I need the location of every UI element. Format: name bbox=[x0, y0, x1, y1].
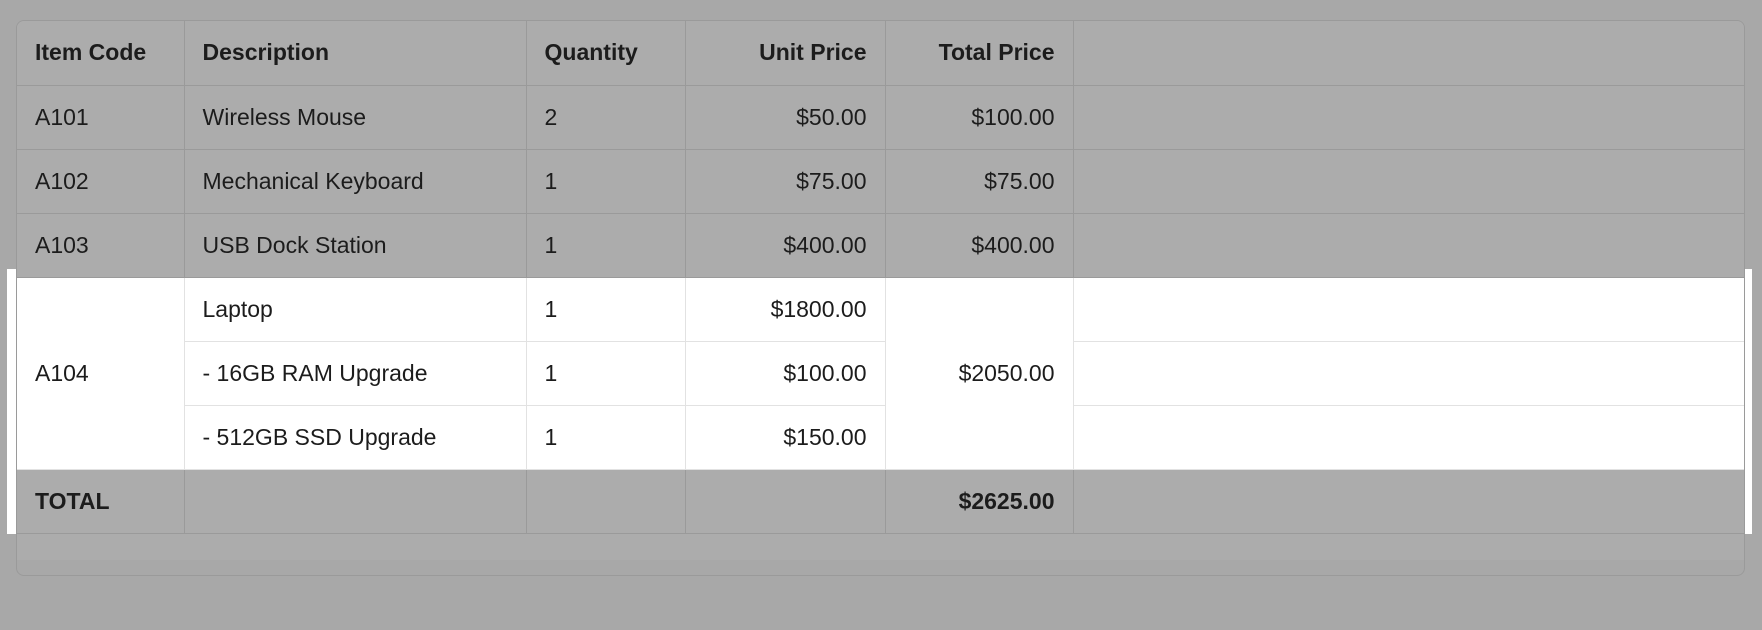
cell-total-price: $400.00 bbox=[884, 212, 1074, 278]
table-bottom-strip bbox=[17, 533, 1744, 560]
cell-item-code: A104 bbox=[17, 276, 185, 470]
cell-spacer bbox=[1072, 148, 1744, 214]
cell-quantity: 1 bbox=[525, 148, 686, 214]
column-header-total-price[interactable]: Total Price bbox=[884, 21, 1074, 86]
cell-description: Wireless Mouse bbox=[183, 84, 527, 150]
cell-description: - 16GB RAM Upgrade bbox=[184, 340, 527, 406]
cell-spacer bbox=[1072, 84, 1744, 150]
cell-unit-price: $50.00 bbox=[684, 84, 886, 150]
cell-item-code: A101 bbox=[17, 84, 185, 150]
cell-spacer bbox=[1072, 212, 1744, 278]
cell-quantity: 2 bbox=[525, 84, 686, 150]
cell-quantity: 1 bbox=[525, 212, 686, 278]
table-body: A101 Wireless Mouse 2 $50.00 $100.00 A10… bbox=[17, 84, 1744, 533]
invoice-table-container: Item Code Description Quantity Unit Pric… bbox=[16, 20, 1745, 576]
table-row[interactable]: A103 USB Dock Station 1 $400.00 $400.00 bbox=[17, 212, 1744, 278]
cell-total-price: $100.00 bbox=[884, 84, 1074, 150]
table-row-highlighted[interactable]: - 16GB RAM Upgrade 1 $100.00 bbox=[17, 340, 1744, 406]
cell-total-label: TOTAL bbox=[17, 468, 185, 533]
cell-description: - 512GB SSD Upgrade bbox=[184, 404, 527, 470]
column-header-description[interactable]: Description bbox=[183, 21, 527, 86]
cell-description: USB Dock Station bbox=[183, 212, 527, 278]
column-header-spacer bbox=[1072, 21, 1744, 86]
invoice-table: Item Code Description Quantity Unit Pric… bbox=[17, 21, 1744, 533]
cell-total-price: $75.00 bbox=[884, 148, 1074, 214]
table-header: Item Code Description Quantity Unit Pric… bbox=[17, 21, 1744, 86]
cell-unit-price: $75.00 bbox=[684, 148, 886, 214]
column-header-quantity[interactable]: Quantity bbox=[525, 21, 686, 86]
cell-unit-price: $400.00 bbox=[684, 212, 886, 278]
cell-item-code: A103 bbox=[17, 212, 185, 278]
cell-spacer bbox=[1072, 404, 1744, 470]
cell-quantity: 1 bbox=[525, 404, 686, 470]
cell-total-description bbox=[183, 468, 527, 533]
cell-quantity: 1 bbox=[525, 276, 686, 342]
cell-description: Mechanical Keyboard bbox=[183, 148, 527, 214]
cell-unit-price: $150.00 bbox=[684, 404, 886, 470]
column-header-item-code[interactable]: Item Code bbox=[17, 21, 185, 86]
cell-quantity: 1 bbox=[525, 340, 686, 406]
table-row[interactable]: A102 Mechanical Keyboard 1 $75.00 $75.00 bbox=[17, 148, 1744, 214]
cell-spacer bbox=[1072, 340, 1744, 406]
cell-unit-price: $100.00 bbox=[684, 340, 886, 406]
table-row-highlighted[interactable]: A104 Laptop 1 $1800.00 $2050.00 bbox=[17, 276, 1744, 470]
cell-total-quantity bbox=[525, 468, 686, 533]
cell-spacer bbox=[1072, 276, 1744, 342]
table-row[interactable]: A101 Wireless Mouse 2 $50.00 $100.00 bbox=[17, 84, 1744, 150]
cell-total-spacer bbox=[1072, 468, 1744, 533]
cell-description: Laptop bbox=[183, 276, 527, 342]
cell-total-unit-price bbox=[684, 468, 886, 533]
cell-item-code: A102 bbox=[17, 148, 185, 214]
table-row-highlighted[interactable]: - 512GB SSD Upgrade 1 $150.00 bbox=[17, 404, 1744, 470]
cell-unit-price: $1800.00 bbox=[684, 276, 886, 342]
cell-total-price: $2050.00 bbox=[884, 276, 1074, 470]
table-header-row: Item Code Description Quantity Unit Pric… bbox=[17, 21, 1744, 86]
column-header-unit-price[interactable]: Unit Price bbox=[684, 21, 886, 86]
table-total-row: TOTAL $2625.00 bbox=[17, 468, 1744, 533]
cell-total-amount: $2625.00 bbox=[884, 468, 1074, 533]
